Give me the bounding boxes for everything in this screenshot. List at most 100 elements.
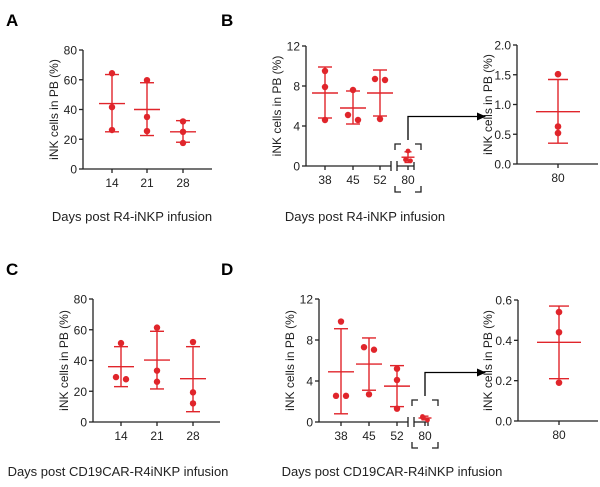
data-point	[420, 415, 425, 420]
data-point	[554, 129, 562, 137]
x-tick-label: 80	[418, 429, 432, 443]
y-tick-label: 0	[293, 160, 300, 174]
data-point	[321, 67, 329, 75]
data-point	[321, 116, 329, 124]
bracket-corner	[411, 399, 418, 406]
data-point	[108, 103, 116, 111]
data-point	[143, 113, 151, 121]
data-point	[143, 76, 151, 84]
data-point	[179, 128, 187, 136]
y-tick-label: 60	[64, 73, 78, 87]
data-point	[554, 123, 562, 130]
zoom-arrow	[407, 115, 478, 140]
data-point	[555, 379, 563, 386]
data-point	[408, 158, 413, 164]
data-point	[122, 376, 130, 383]
y-axis-title: iNK cells in PB (%)	[481, 54, 495, 155]
y-tick-label: 0.4	[495, 334, 512, 348]
bracket-corner	[432, 399, 439, 406]
data-point	[143, 127, 151, 135]
x-tick-label: 21	[150, 429, 164, 443]
data-point	[344, 111, 352, 119]
x-tick-label: 14	[105, 176, 119, 190]
panel-label: C	[6, 260, 18, 279]
y-axis-title: iNK cells in PB (%)	[283, 310, 297, 411]
data-point	[108, 70, 116, 77]
data-point	[179, 139, 187, 147]
y-tick-label: 0	[80, 416, 87, 430]
data-point	[360, 343, 368, 351]
y-tick-label: 12	[287, 40, 301, 54]
y-tick-label: 0	[70, 163, 77, 177]
y-axis-title: iNK cells in PB (%)	[47, 59, 61, 160]
y-tick-label: 0.0	[495, 415, 512, 429]
data-point	[189, 389, 197, 396]
panel-label: D	[221, 260, 233, 279]
y-axis-title: iNK cells in PB (%)	[57, 310, 71, 411]
data-point	[381, 76, 389, 84]
x-tick-label: 28	[176, 176, 190, 190]
data-point	[393, 365, 401, 372]
bracket-corner	[432, 442, 439, 449]
data-point	[425, 417, 430, 423]
data-point	[393, 405, 401, 412]
data-point	[393, 376, 401, 384]
data-point	[370, 346, 378, 353]
y-tick-label: 0.0	[494, 158, 511, 172]
x-tick-label: 52	[390, 429, 404, 443]
y-tick-label: 4	[306, 375, 313, 389]
x-tick-label: 38	[334, 429, 348, 443]
y-tick-label: 12	[300, 293, 314, 307]
data-point	[555, 308, 563, 316]
data-point	[405, 148, 411, 154]
panel-label: B	[221, 11, 233, 30]
data-point	[354, 116, 362, 124]
y-tick-label: 0.6	[495, 294, 512, 308]
bracket-corner	[394, 186, 401, 193]
data-point	[376, 115, 384, 123]
y-tick-label: 0.2	[495, 374, 512, 388]
data-point	[321, 83, 329, 91]
data-point	[112, 373, 120, 381]
data-point	[365, 391, 373, 398]
y-tick-label: 20	[74, 385, 88, 399]
highlight-bracket	[411, 399, 439, 449]
y-axis-title: iNK cells in PB (%)	[270, 56, 284, 157]
bracket-corner	[415, 143, 422, 150]
y-tick-label: 40	[74, 354, 88, 368]
data-point	[153, 324, 161, 331]
x-tick-label: 14	[114, 429, 128, 443]
y-axis-title: iNK cells in PB (%)	[481, 310, 495, 411]
data-point	[117, 339, 125, 347]
x-tick-label: 28	[186, 429, 200, 443]
data-point	[554, 70, 562, 78]
x-tick-label: 38	[318, 173, 332, 187]
zoom-arrow	[424, 371, 478, 396]
data-point	[342, 392, 350, 400]
y-tick-label: 4	[293, 120, 300, 134]
x-axis-title: Days post CD19CAR-R4iNKP infusion	[8, 464, 229, 479]
y-tick-label: 60	[74, 323, 88, 337]
x-tick-label: 21	[140, 176, 154, 190]
y-tick-label: 8	[306, 334, 313, 348]
x-tick-label: 80	[552, 428, 566, 442]
x-tick-label: 45	[362, 429, 376, 443]
x-tick-label: 80	[401, 173, 415, 187]
data-point	[108, 126, 116, 134]
arrowhead-icon	[477, 368, 486, 377]
y-tick-label: 20	[64, 133, 78, 147]
data-point	[349, 86, 357, 94]
data-point	[371, 75, 379, 83]
x-axis-title: Days post CD19CAR-R4iNKP infusion	[282, 464, 503, 479]
y-tick-label: 1.5	[494, 68, 511, 82]
data-point	[189, 400, 197, 407]
y-tick-label: 80	[74, 293, 88, 307]
data-point	[337, 318, 345, 325]
data-point	[153, 367, 161, 374]
